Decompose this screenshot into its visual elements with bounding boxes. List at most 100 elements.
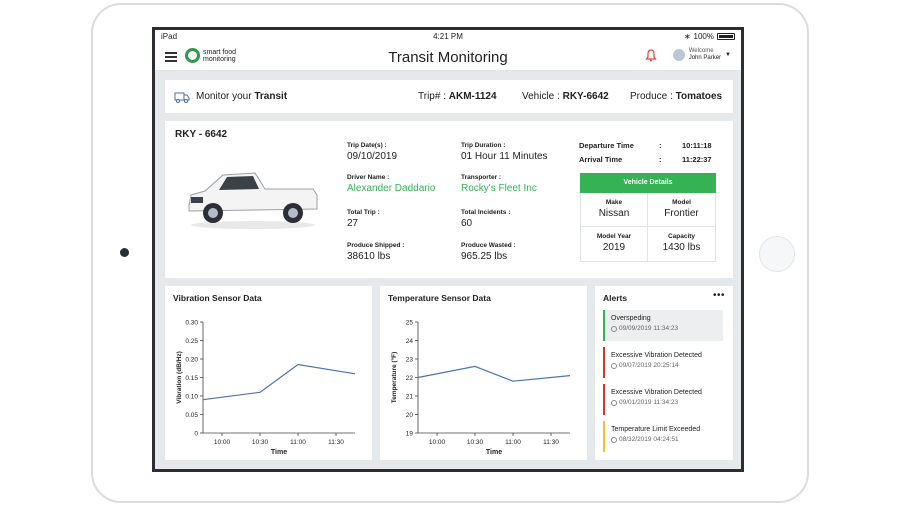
transit-heading: Monitor your Transit bbox=[196, 91, 288, 102]
y-tick-label: 25 bbox=[406, 320, 414, 327]
total-incidents: Total Incidents :60 bbox=[461, 209, 511, 229]
trip-number: Trip# : AKM-1124 bbox=[418, 91, 497, 102]
user-menu[interactable]: Welcome John Parker ▼ bbox=[672, 48, 731, 62]
truck-icon bbox=[174, 92, 190, 103]
app-logo[interactable]: smart food monitoring bbox=[185, 48, 236, 63]
status-bar: iPad 4:21 PM ∗ 100% bbox=[155, 30, 741, 44]
produce-wasted: Produce Wasted :965.25 lbs bbox=[461, 242, 516, 262]
alert-timestamp: 08/32/2019 04:24:51 bbox=[611, 436, 723, 443]
x-tick-label: 11:00 bbox=[505, 439, 521, 446]
avatar bbox=[672, 49, 685, 61]
x-axis-label: Time bbox=[271, 449, 287, 456]
more-options-icon[interactable]: ••• bbox=[712, 290, 725, 301]
app-screen: iPad 4:21 PM ∗ 100% smart food monitoring… bbox=[152, 27, 744, 472]
menu-icon[interactable] bbox=[165, 52, 177, 62]
y-tick-label: 23 bbox=[406, 357, 414, 364]
temperature-chart-card: Temperature Sensor Data 19 20 21 22 23 24 25 10… bbox=[380, 286, 587, 460]
vehicle-make: Make Nissan bbox=[581, 193, 648, 227]
alert-title: Overspeding bbox=[611, 315, 651, 322]
vibration-chart-card: Vibration Sensor Data 0 0.05 0.10 0.15 0.20 0… bbox=[165, 286, 372, 460]
alert-timestamp: 09/01/2019 11:34:23 bbox=[611, 399, 723, 406]
clock-icon bbox=[611, 325, 617, 332]
user-greeting: Welcome John Parker bbox=[688, 48, 722, 61]
y-tick-label: 19 bbox=[406, 431, 414, 438]
home-button[interactable] bbox=[759, 236, 795, 272]
vehicle-capacity: Capacity 1430 lbs bbox=[662, 233, 701, 253]
driver-name: Driver Name : Alexander Daddario bbox=[347, 174, 436, 194]
vehicle-card: RKY - 6642 Trip Date(s) :09/10/2019 Trip… bbox=[165, 121, 733, 278]
y-tick-label: 24 bbox=[406, 338, 414, 345]
x-axis-label: Time bbox=[486, 449, 502, 456]
arrival-time: Arrival Time:11:22:37 bbox=[579, 155, 712, 164]
battery-status: ∗ 100% bbox=[684, 32, 735, 41]
y-tick-label: 0.25 bbox=[185, 338, 198, 345]
y-tick-label: 0.30 bbox=[185, 320, 198, 327]
clock-icon bbox=[611, 362, 617, 369]
y-axis-label: Vibration (dB/Hz) bbox=[176, 351, 183, 404]
temperature-chart: 19 20 21 22 23 24 25 10:00 10:30 11:00 11:30 Time Te… bbox=[390, 320, 571, 456]
vibration-chart: 0 0.05 0.10 0.15 0.20 0.25 0.30 10:00 10:30 11:00… bbox=[176, 320, 356, 456]
series-line bbox=[417, 365, 571, 382]
transit-summary-bar: Monitor your Transit Trip# : AKM-1124 Ve… bbox=[165, 80, 733, 113]
page-title: Transit Monitoring bbox=[388, 49, 508, 66]
chevron-down-icon: ▼ bbox=[725, 52, 731, 58]
x-tick-label: 10:00 bbox=[214, 439, 231, 446]
transporter-link[interactable]: Rocky's Fleet Inc bbox=[461, 183, 537, 194]
temperature-chart-title: Temperature Sensor Data bbox=[388, 293, 491, 303]
alert-item[interactable]: Excessive Vibration Detected 09/07/2019 2… bbox=[603, 347, 723, 378]
total-trip: Total Trip :27 bbox=[347, 209, 380, 229]
alert-item[interactable]: Overspeding 09/09/2019 11:34:23 bbox=[603, 310, 723, 341]
alert-title: Excessive Vibration Detected bbox=[611, 352, 702, 359]
alerts-panel: Alerts ••• Overspeding 09/09/2019 11:34:2… bbox=[595, 286, 733, 460]
vehicle-year: Model Year 2019 bbox=[581, 227, 648, 261]
bell-icon[interactable] bbox=[645, 49, 659, 63]
vehicle-details-table: Vehicle Details Make Nissan Model Frontier… bbox=[580, 173, 716, 262]
x-tick-label: 10:00 bbox=[429, 439, 446, 446]
device-label: iPad bbox=[161, 32, 178, 41]
y-tick-label: 0.20 bbox=[185, 357, 198, 364]
alert-item[interactable]: Excessive Vibration Detected 09/01/2019 1… bbox=[603, 384, 723, 415]
bluetooth-icon: ∗ bbox=[683, 32, 691, 41]
battery-percent: 100% bbox=[693, 32, 714, 41]
alert-timestamp: 09/09/2019 11:34:23 bbox=[611, 325, 723, 332]
vehicle-details-header: Vehicle Details bbox=[580, 173, 716, 193]
pickup-truck-image bbox=[188, 172, 318, 229]
clock-icon bbox=[611, 399, 617, 406]
y-tick-label: 0.15 bbox=[185, 375, 198, 382]
x-tick-label: 11:00 bbox=[290, 439, 306, 446]
transporter: Transporter : Rocky's Fleet Inc bbox=[461, 174, 537, 194]
alert-title: Temperature Limit Exceeded bbox=[611, 426, 701, 433]
front-camera bbox=[120, 248, 129, 257]
alert-title: Excessive Vibration Detected bbox=[611, 389, 702, 396]
battery-icon bbox=[717, 33, 735, 40]
alert-timestamp: 09/07/2019 20:25:14 bbox=[611, 362, 723, 369]
produce-type: Produce : Tomatoes bbox=[630, 91, 723, 102]
alerts-title: Alerts bbox=[603, 293, 628, 303]
x-tick-label: 11:30 bbox=[543, 439, 559, 446]
alert-item[interactable]: Temperature Limit Exceeded 08/32/2019 04:… bbox=[603, 421, 723, 452]
vehicle-model: Model Frontier bbox=[648, 193, 715, 227]
vibration-chart-title: Vibration Sensor Data bbox=[173, 293, 262, 303]
vehicle-plate: RKY - 6642 bbox=[175, 129, 228, 140]
x-tick-label: 10:30 bbox=[467, 439, 484, 446]
produce-shipped: Produce Shipped :38610 lbs bbox=[347, 242, 405, 262]
driver-link[interactable]: Alexander Daddario bbox=[347, 183, 436, 194]
vehicle-number: Vehicle : RKY-6642 bbox=[522, 91, 609, 102]
y-tick-label: 21 bbox=[406, 394, 414, 401]
y-tick-label: 20 bbox=[406, 412, 414, 419]
leaf-logo-icon bbox=[185, 48, 200, 63]
app-header: smart food monitoring Transit Monitoring … bbox=[155, 44, 741, 71]
x-tick-label: 10:30 bbox=[252, 439, 269, 446]
y-tick-label: 0.05 bbox=[185, 412, 198, 419]
x-tick-label: 11:30 bbox=[328, 439, 344, 446]
y-tick-label: 0 bbox=[194, 431, 198, 438]
y-tick-label: 22 bbox=[406, 375, 414, 382]
departure-time: Departure Time:10:11:18 bbox=[579, 141, 712, 150]
y-axis-label: Temperature (°F) bbox=[390, 352, 398, 404]
series-line bbox=[202, 363, 356, 401]
logo-text: smart food monitoring bbox=[203, 48, 237, 63]
clock: 4:21 PM bbox=[433, 32, 463, 41]
clock-icon bbox=[611, 436, 617, 443]
trip-duration: Trip Duration :01 Hour 11 Minutes bbox=[461, 142, 548, 162]
trip-date: Trip Date(s) :09/10/2019 bbox=[347, 142, 398, 162]
